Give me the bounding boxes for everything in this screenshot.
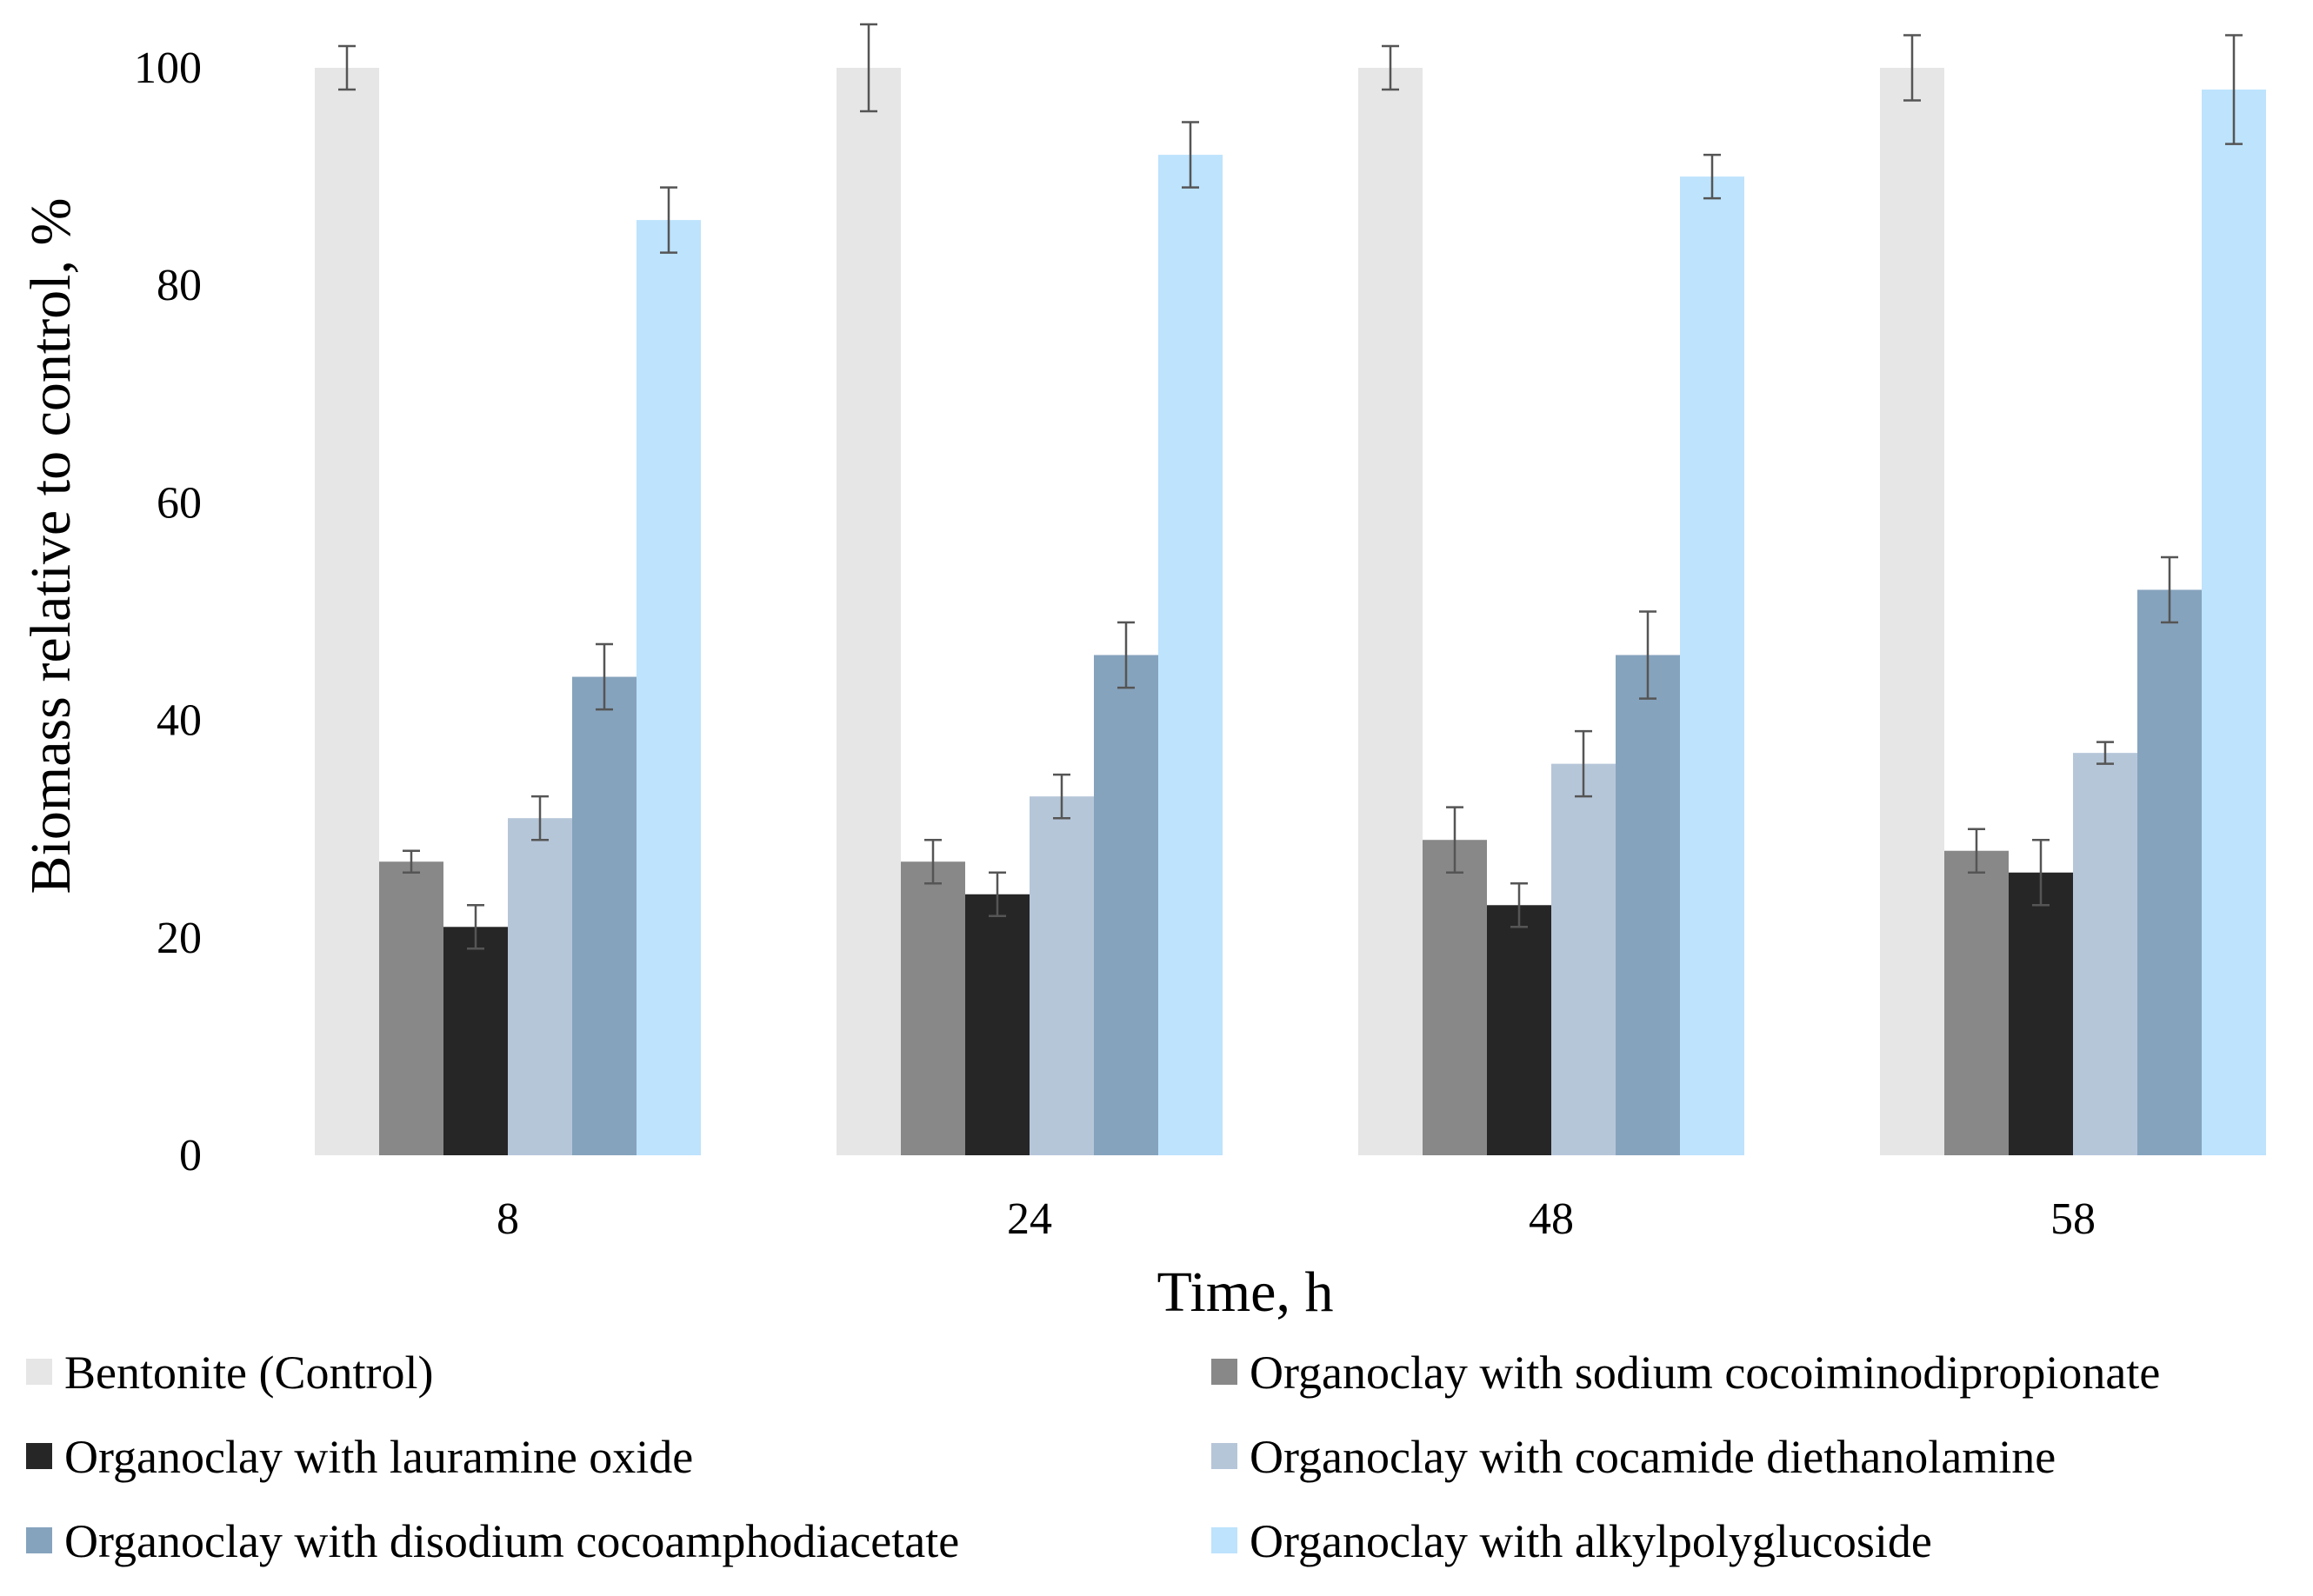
bar xyxy=(965,894,1030,1155)
legend-item: Organoclay with cocamide diethanolamine xyxy=(1211,1431,2056,1483)
legend-swatch xyxy=(26,1443,52,1469)
bar xyxy=(637,220,701,1155)
x-tick-label: 24 xyxy=(1007,1194,1052,1244)
bar xyxy=(1158,155,1223,1156)
legend-swatch xyxy=(1211,1443,1237,1469)
legend-item: Organoclay with lauramine oxide xyxy=(26,1431,693,1483)
bar xyxy=(2073,753,2137,1155)
bar xyxy=(1551,763,1616,1155)
error-bars-layer xyxy=(338,23,2243,950)
bar xyxy=(572,676,637,1155)
legend-label: Organoclay with cocamide diethanolamine xyxy=(1250,1431,2056,1483)
y-tick-label: 40 xyxy=(157,696,202,746)
legend-item: Organoclay with disodium cocoamphodiacet… xyxy=(26,1515,959,1567)
x-axis-title: Time, h xyxy=(1157,1260,1334,1324)
bar xyxy=(443,927,508,1155)
bar xyxy=(1944,850,2009,1155)
x-tick-label: 48 xyxy=(1529,1194,1574,1244)
y-axis-title: Biomass relative to control, % xyxy=(19,198,83,894)
legend-label: Bentonite (Control) xyxy=(64,1347,433,1399)
y-axis-ticks: 0 20 40 60 80 100 xyxy=(134,43,202,1180)
bar xyxy=(2137,589,2202,1155)
y-tick-label: 0 xyxy=(179,1131,202,1180)
legend-swatch xyxy=(26,1359,52,1385)
bars-layer xyxy=(315,68,2266,1156)
bar xyxy=(2009,872,2073,1155)
legend-swatch xyxy=(1211,1359,1237,1385)
bar xyxy=(508,818,572,1155)
x-tick-label: 8 xyxy=(497,1194,519,1244)
legend-swatch xyxy=(26,1527,52,1553)
y-tick-label: 20 xyxy=(157,914,202,963)
bar xyxy=(1094,655,1158,1155)
bar xyxy=(1487,905,1551,1155)
bar xyxy=(901,861,965,1155)
bar xyxy=(1030,796,1094,1155)
bar xyxy=(1880,68,1944,1155)
y-tick-label: 60 xyxy=(157,478,202,528)
y-tick-label: 100 xyxy=(134,43,202,93)
bar xyxy=(379,861,443,1155)
legend-label: Organoclay with sodium cocoiminodipropio… xyxy=(1250,1347,2160,1399)
bar xyxy=(837,68,901,1155)
bar xyxy=(1680,176,1744,1156)
bar xyxy=(1423,840,1487,1155)
legend-item: Bentonite (Control) xyxy=(26,1347,433,1399)
legend-item: Organoclay with sodium cocoiminodipropio… xyxy=(1211,1347,2160,1399)
y-tick-label: 80 xyxy=(157,261,202,310)
x-tick-label: 58 xyxy=(2050,1194,2096,1244)
legend-label: Organoclay with alkylpolyglucoside xyxy=(1250,1515,1932,1567)
legend-item: Organoclay with alkylpolyglucoside xyxy=(1211,1515,1932,1567)
bar xyxy=(2202,90,2266,1155)
bar xyxy=(1616,655,1680,1155)
bar xyxy=(315,68,379,1155)
legend-swatch xyxy=(1211,1527,1237,1553)
bar xyxy=(1358,68,1423,1155)
legend: Bentonite (Control) Organoclay with sodi… xyxy=(26,1347,2160,1567)
legend-label: Organoclay with disodium cocoamphodiacet… xyxy=(64,1515,959,1567)
x-axis-ticks: 8 24 48 58 xyxy=(497,1194,2096,1244)
legend-label: Organoclay with lauramine oxide xyxy=(64,1431,693,1483)
